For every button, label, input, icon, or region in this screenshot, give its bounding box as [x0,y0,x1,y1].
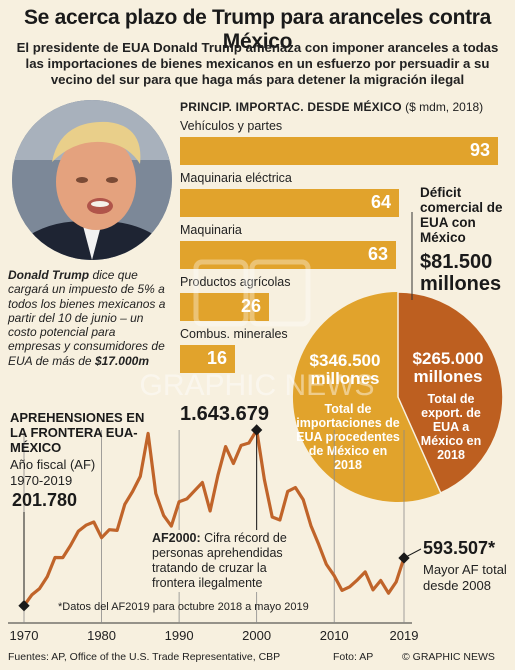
pie-slice-exports [397,291,504,494]
pie-exports-value: $265.000 millones [412,349,484,386]
pie-imports-label: Total de importaciones de EUA procedente… [296,402,400,472]
annotation-text: Cifra récord de personas aprehendidas tr… [152,531,287,590]
x-tick-label: 2000 [242,628,272,643]
first-value-label: 201.780 [12,490,78,510]
sources: Fuentes: AP, Office of the U.S. Trade Re… [8,651,281,663]
bar-category-label: Productos agrícolas [180,275,291,289]
deficit-title: Déficit comercial de EUA con México [420,185,503,245]
description-text: dice que cargará un impuesto de 5% a tod… [8,268,166,368]
bar-value-label: 16 [206,348,227,368]
bar [180,345,235,373]
last-value-note: Mayor AF total desde 2008 [423,562,507,593]
bar-value-label: 93 [469,140,490,160]
record-annotation: AF2000: Cifra récord de personas aprehen… [148,530,311,592]
description-amount: $17.000m [94,353,149,368]
apprehensions-subtitle: Año fiscal (AF) 1970-2019 [10,457,96,488]
x-tick-label: 1980 [87,628,117,643]
portrait-photo [12,100,172,260]
deficit-value: $81.500 millones [420,251,502,295]
bar [180,293,269,321]
series-line [22,428,406,607]
pie-exports-label: Total de export. de EUA a México en 2018 [420,392,482,462]
bar-value-label: 64 [370,192,391,212]
imports-chart-unit: ($ mdm, 2018) [405,100,484,114]
x-tick-label: 1990 [164,628,194,643]
bar [180,137,498,165]
x-tick-label: 1970 [9,628,39,643]
imports-chart-header: PRINCIP. IMPORTAC. DESDE MÉXICO ($ mdm, … [180,100,510,114]
trump-description: Donald Trump dice que cargará un impuest… [8,268,168,368]
bar-value-label: 26 [240,296,261,316]
page-title: Se acerca plazo de Trump para aranceles … [23,6,492,53]
bar-category-label: Combus. minerales [180,327,288,341]
pie-imports-value: $346.500 millones [309,351,381,388]
bar [180,241,396,269]
photo-credit: Foto: AP [333,651,374,663]
bar [180,189,399,217]
peak-label: 1.643.679 [180,403,269,425]
footnote: *Datos del AF2019 para octubre 2018 a ma… [58,601,309,613]
x-tick-label: 2010 [319,628,349,643]
x-tick-label: 2019 [389,628,419,643]
bar-value-label: 63 [367,244,388,264]
last-value-label: 593.507* [423,538,496,558]
apprehensions-title: APREHENSIONES EN LA FRONTERA EUA-MÉXICO [10,410,145,455]
page-subtitle: El presidente de EUA Donald Trump amenaz… [16,40,499,87]
bar-category-label: Vehículos y partes [180,119,283,133]
bar-category-label: Maquinaria [180,223,242,237]
annotation-bold: AF2000: [152,531,201,545]
imports-chart-title: PRINCIP. IMPORTAC. DESDE MÉXICO [180,100,402,114]
bar-category-label: Maquinaria eléctrica [180,171,292,185]
last-leader-line [403,548,422,559]
copyright: © GRAPHIC NEWS [402,651,495,663]
description-name: Donald Trump [8,268,90,282]
